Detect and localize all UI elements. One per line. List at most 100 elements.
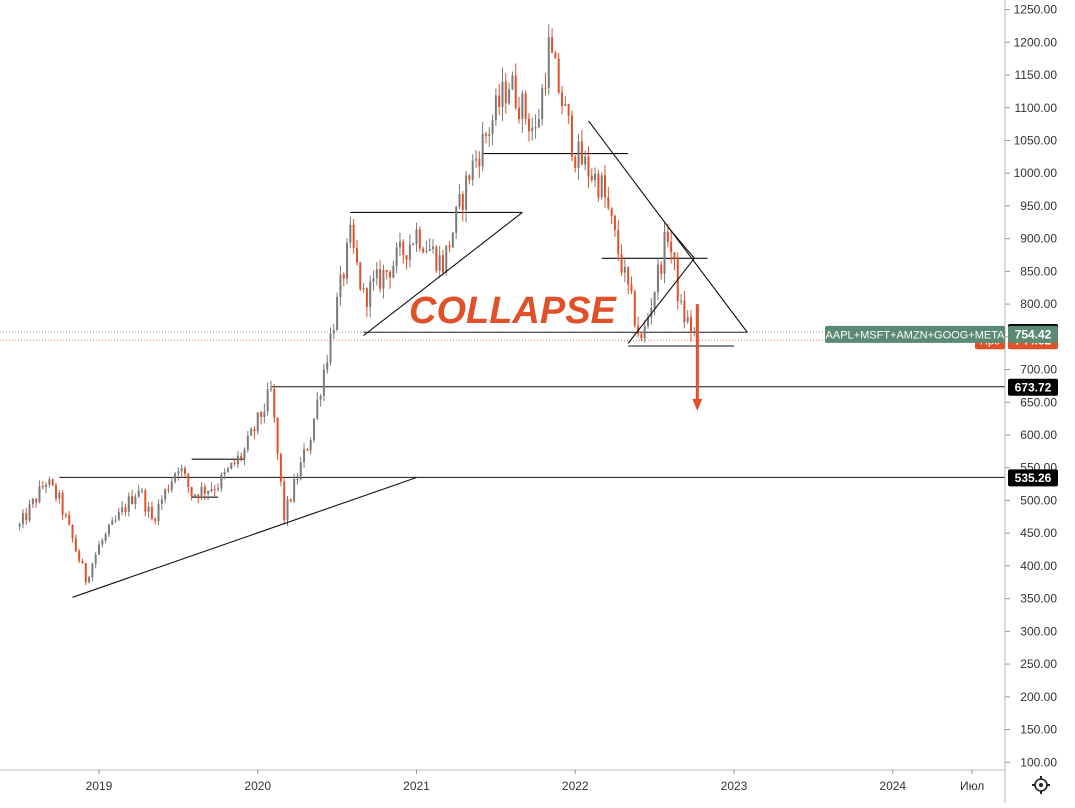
- x-tick-label: 2021: [403, 779, 430, 793]
- candle-body: [518, 107, 521, 120]
- candle-body: [600, 175, 603, 198]
- y-axis-ticks: 100.00 150.00 200.00 250.00 300.00 350.00 400.…: [1005, 3, 1058, 769]
- candle-body: [567, 103, 570, 116]
- candle-body: [653, 292, 656, 309]
- series-name-badge-bg: [825, 325, 1005, 343]
- candle-body: [551, 37, 554, 53]
- gear-icon-hub[interactable]: [1039, 783, 1043, 787]
- candle-body: [273, 388, 276, 418]
- candle-body: [144, 490, 147, 512]
- candle-body: [405, 255, 408, 260]
- candle-body: [253, 429, 256, 432]
- y-tick-label: 1050.00: [1014, 133, 1058, 147]
- candle-body: [101, 540, 104, 545]
- trend-line: [363, 212, 523, 336]
- y-tick-label: 500.00: [1020, 493, 1057, 507]
- trend-line: [72, 477, 417, 598]
- candle-body: [74, 538, 77, 551]
- candle-body: [319, 396, 322, 400]
- candle-body: [164, 489, 167, 500]
- x-tick-label: 2024: [879, 779, 906, 793]
- candle-body: [193, 494, 196, 497]
- candle-body: [312, 418, 315, 441]
- candle-body: [64, 514, 67, 516]
- candle-body: [663, 231, 666, 274]
- candle-body: [250, 429, 253, 436]
- candle-body: [210, 489, 213, 491]
- candle-body: [326, 362, 329, 370]
- trend-lines: [72, 120, 748, 598]
- candle-body: [286, 499, 289, 521]
- price-label: 673.72: [1015, 380, 1052, 394]
- candle-body: [296, 479, 299, 481]
- candle-body: [597, 173, 600, 198]
- candle-body: [590, 176, 593, 181]
- candle-body: [346, 242, 349, 279]
- candle-body: [58, 492, 61, 499]
- x-tick-label: 2019: [86, 779, 113, 793]
- candle-body: [230, 462, 233, 469]
- y-tick-label: 700.00: [1020, 363, 1057, 377]
- candle-body: [260, 412, 263, 418]
- candle-body: [352, 224, 355, 249]
- candle-body: [610, 208, 613, 217]
- series-last-value: 754.42: [1015, 327, 1052, 341]
- candle-body: [365, 288, 368, 307]
- candle-body: [372, 278, 375, 282]
- candle-body: [574, 156, 577, 169]
- y-tick-label: 150.00: [1020, 723, 1057, 737]
- y-tick-label: 800.00: [1020, 297, 1057, 311]
- candle-body: [177, 471, 180, 474]
- candle-body: [670, 241, 673, 253]
- x-axis-ticks: 2019 2020 2021 2022 2023 2024 Июл: [86, 770, 984, 793]
- candle-body: [580, 141, 583, 165]
- candle-body: [28, 504, 31, 521]
- candle-body: [458, 194, 461, 207]
- axes: [0, 0, 1006, 803]
- candle-body: [45, 484, 48, 488]
- candle-body: [617, 230, 620, 255]
- x-tick-label: Июл: [960, 779, 984, 793]
- price-label-bg: [1008, 378, 1058, 396]
- candle-body: [415, 229, 418, 245]
- candle-body: [660, 264, 663, 274]
- candle-body: [465, 175, 468, 210]
- candle-body: [88, 577, 91, 583]
- y-tick-label: 250.00: [1020, 657, 1057, 671]
- candle-body: [392, 265, 395, 278]
- candle-body: [137, 490, 140, 497]
- candle-body: [207, 490, 210, 494]
- candle-body: [643, 326, 646, 339]
- candle-body: [187, 473, 190, 487]
- candle-body: [451, 232, 454, 248]
- y-tick-label: 600.00: [1020, 428, 1057, 442]
- candle-body: [544, 87, 547, 89]
- candle-body: [200, 486, 203, 498]
- candle-body: [570, 115, 573, 157]
- candle-body: [630, 284, 633, 292]
- x-tick-label: 2023: [721, 779, 748, 793]
- candle-body: [666, 231, 669, 242]
- candle-body: [342, 274, 345, 279]
- candle-body: [107, 524, 110, 535]
- candle-body: [438, 255, 441, 271]
- candle-body: [220, 474, 223, 489]
- candle-body: [38, 486, 41, 503]
- candle-body: [190, 486, 193, 497]
- candle-body: [124, 507, 127, 512]
- candle-body: [359, 262, 362, 290]
- candle-body: [527, 118, 530, 132]
- candle-body: [445, 245, 448, 273]
- candle-body: [233, 462, 236, 464]
- candle-body: [183, 468, 186, 474]
- settings-button[interactable]: [1032, 776, 1050, 794]
- candle-body: [174, 473, 177, 482]
- candle-body: [71, 524, 74, 539]
- y-tick-label: 950.00: [1020, 199, 1057, 213]
- candle-body: [140, 490, 143, 492]
- candle-body: [269, 388, 272, 390]
- candle-body: [633, 291, 636, 326]
- candle-body: [332, 330, 335, 334]
- candle-body: [240, 455, 243, 459]
